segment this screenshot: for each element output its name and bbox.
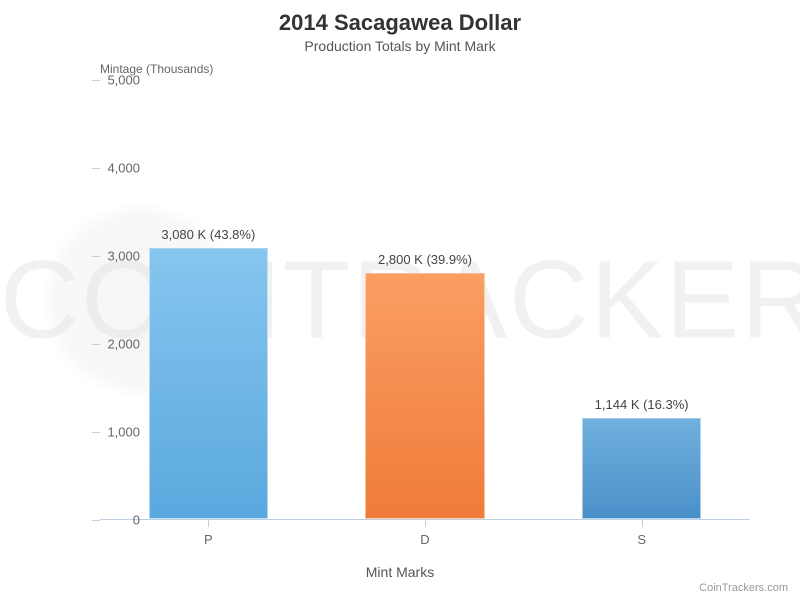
bar (149, 248, 268, 519)
chart-container: COINTRACKERS 2014 Sacagawea Dollar Produ… (0, 0, 800, 600)
x-tick-label: S (637, 532, 646, 547)
x-tick-label: P (204, 532, 213, 547)
bar (582, 418, 701, 519)
bar-value-label: 3,080 K (43.8%) (161, 227, 255, 242)
attribution-text: CoinTrackers.com (699, 582, 788, 594)
x-axis-title: Mint Marks (0, 564, 800, 580)
y-tick (92, 520, 100, 521)
y-tick (92, 168, 100, 169)
y-tick-label: 2,000 (107, 337, 140, 352)
bar-value-label: 1,144 K (16.3%) (595, 397, 689, 412)
x-tick (425, 519, 426, 527)
y-tick-label: 5,000 (107, 73, 140, 88)
y-tick-label: 4,000 (107, 161, 140, 176)
y-tick (92, 344, 100, 345)
y-tick-label: 3,000 (107, 249, 140, 264)
y-tick-label: 1,000 (107, 425, 140, 440)
chart-subtitle: Production Totals by Mint Mark (0, 38, 800, 54)
plot-area (100, 80, 750, 520)
y-tick (92, 432, 100, 433)
bar-value-label: 2,800 K (39.9%) (378, 252, 472, 267)
x-tick (642, 519, 643, 527)
bar (365, 273, 484, 519)
y-tick (92, 256, 100, 257)
x-tick (208, 519, 209, 527)
x-tick-label: D (420, 532, 429, 547)
y-tick-label: 0 (133, 513, 140, 528)
y-tick (92, 80, 100, 81)
chart-title: 2014 Sacagawea Dollar (0, 10, 800, 36)
